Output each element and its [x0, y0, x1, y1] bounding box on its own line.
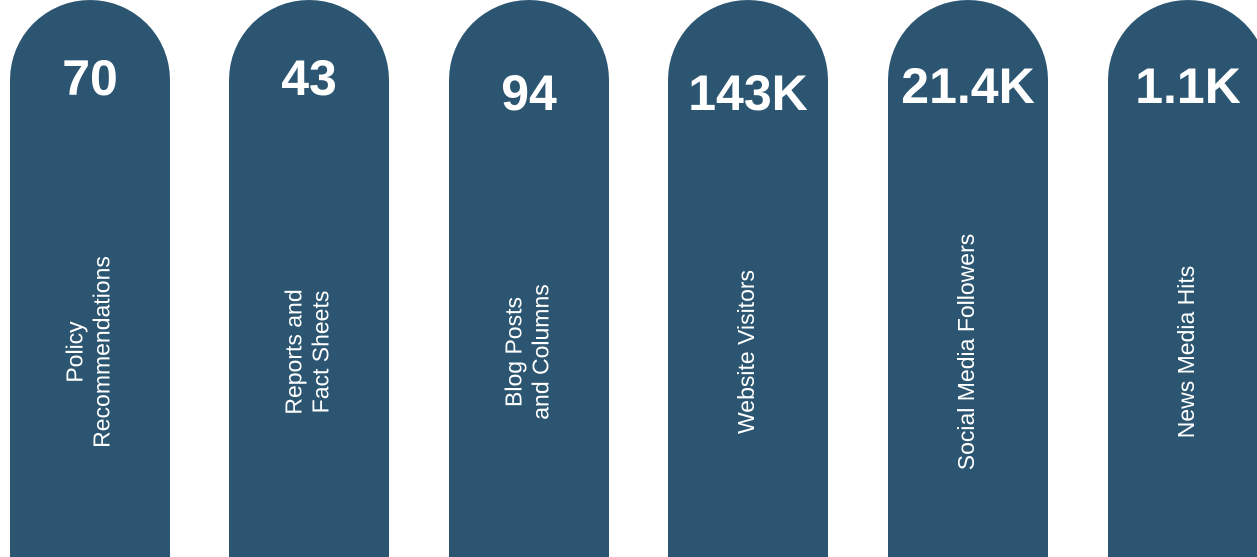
stat-label-line: Policy	[62, 321, 88, 383]
stat-column: 21.4K Social Media Followers	[888, 0, 1048, 557]
stat-value: 21.4K	[901, 58, 1034, 114]
stat-label: Social Media Followers	[953, 234, 979, 470]
stat-value: 1.1K	[1135, 58, 1241, 114]
column-shape	[10, 0, 170, 557]
stat-label: News Media Hits	[1173, 266, 1199, 439]
stat-value: 43	[281, 50, 337, 106]
column-shape	[229, 0, 389, 557]
stat-label-line: Social Media Followers	[953, 234, 979, 470]
stat-column: 70 Policy Recommendations	[10, 0, 170, 557]
stat-label-line: Recommendations	[89, 256, 115, 448]
stat-column: 43 Reports and Fact Sheets	[229, 0, 389, 557]
stat-value: 143K	[688, 65, 808, 121]
stat-label-line: and Columns	[528, 284, 554, 420]
stat-label: Reports and Fact Sheets	[281, 289, 334, 414]
stat-label-line: Website Visitors	[733, 270, 759, 434]
stat-label-line: News Media Hits	[1173, 266, 1199, 439]
stat-label: Website Visitors	[733, 270, 759, 434]
stat-column: 1.1K News Media Hits	[1108, 0, 1257, 557]
stat-label: Policy Recommendations	[62, 256, 115, 448]
column-shape	[668, 0, 828, 557]
stat-column: 94 Blog Posts and Columns	[449, 0, 609, 557]
stat-label-line: Reports and	[281, 289, 307, 414]
column-shape	[449, 0, 609, 557]
stat-label-line: Blog Posts	[501, 297, 527, 407]
stat-value: 70	[62, 50, 118, 106]
stat-value: 94	[501, 65, 557, 121]
column-shape	[888, 0, 1048, 557]
stat-label-line: Fact Sheets	[308, 291, 334, 414]
stat-column: 143K Website Visitors	[668, 0, 828, 557]
stat-label: Blog Posts and Columns	[501, 284, 554, 420]
column-shape	[1108, 0, 1257, 557]
